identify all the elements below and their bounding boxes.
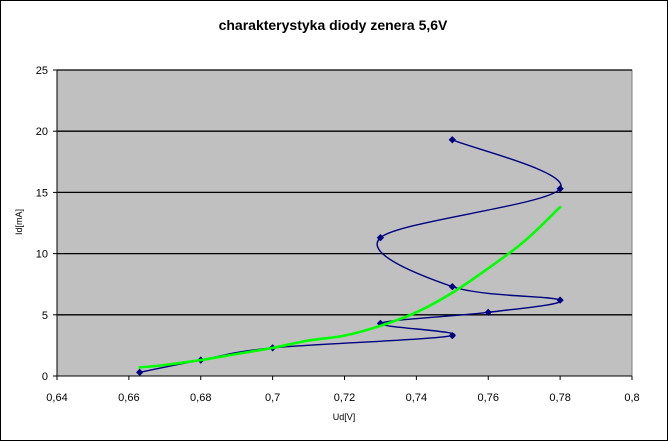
axes: 0 5 10 15 20 25 0,64 0,66 0,68 0,7 0,72 0,74 0,76 0,7… [36,65,640,404]
x-tick-label: 0,78 [549,392,570,404]
data-point [556,184,564,193]
series-trend [138,205,562,369]
y-tick-label: 10 [36,249,48,261]
data-point [448,331,457,340]
x-tick-label: 0,72 [334,392,355,404]
y-tick-label: 0 [42,371,48,383]
data-point [135,368,144,377]
x-tick-label: 0,74 [406,392,427,404]
data-point [448,136,457,144]
data-point [376,233,385,242]
y-tick-label: 25 [36,65,48,77]
x-tick-label: 0,66 [118,392,139,404]
x-tick-label: 0,8 [624,392,639,404]
data-point [556,296,564,304]
x-tick-label: 0,68 [190,392,211,404]
x-tick-label: 0,7 [265,392,280,404]
plot-area [56,69,633,377]
x-tick-label: 0,64 [46,392,67,404]
x-axis-label: Ud[V] [333,412,356,422]
gridlines [57,69,632,316]
y-tick-label: 5 [42,310,48,322]
data-point [448,282,457,291]
series-layer [135,136,564,377]
series-line-trend [138,205,562,369]
data-point [484,308,493,317]
y-axis-label: Id[mA] [14,209,24,235]
y-tick-label: 15 [36,187,48,199]
x-tick-label: 0,76 [478,392,499,404]
chart-title: charakterystyka diody zenera 5,6V [219,17,448,33]
y-tick-label: 20 [36,126,48,138]
